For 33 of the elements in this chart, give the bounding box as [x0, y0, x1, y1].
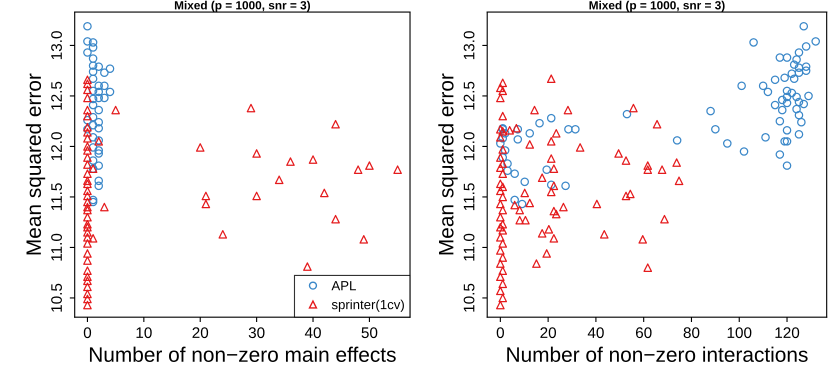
x-tick-label: 0: [496, 327, 504, 338]
y-tick-label: 10.5: [464, 284, 474, 312]
y-tick-label: 12.5: [464, 82, 474, 110]
y-axis-title: Mean squared error: [438, 73, 458, 254]
x-tick-label: 60: [636, 327, 652, 338]
x-tick-label: 80: [684, 327, 700, 338]
x-tick-label: 100: [728, 327, 752, 338]
x-tick-label: 0: [84, 327, 92, 338]
chart-title: Mixed (p = 1000, snr = 3): [590, 0, 725, 12]
y-tick-label: 10.5: [51, 284, 62, 312]
y-tick-label: 12.0: [51, 132, 62, 160]
x-tick-label: 10: [136, 327, 152, 338]
y-tick-label: 11.0: [51, 234, 62, 261]
chart-title: Mixed (p = 1000, snr = 3): [174, 0, 310, 12]
y-tick-label: 11.5: [464, 183, 474, 210]
x-tick-label: 40: [304, 327, 321, 338]
x-axis-title: Number of non−zero main effects: [90, 346, 396, 362]
legend-label: APL: [331, 281, 356, 290]
y-tick-label: 13.0: [464, 31, 474, 60]
x-tick-label: 120: [775, 327, 800, 338]
x-tick-label: 20: [540, 327, 556, 338]
x-axis-title: Number of non−zero interactions: [507, 346, 808, 362]
x-tick-label: 20: [192, 327, 208, 338]
legend-label: sprinter(1cv): [332, 300, 404, 312]
y-tick-label: 11.5: [51, 183, 62, 210]
x-tick-label: 30: [248, 327, 265, 338]
y-tick-label: 13.0: [51, 31, 62, 60]
y-tick-label: 12.5: [51, 82, 62, 110]
x-tick-label: 50: [362, 327, 378, 338]
y-axis-title: Mean squared error: [26, 73, 46, 254]
y-tick-label: 12.0: [464, 132, 474, 160]
x-tick-label: 40: [588, 327, 604, 338]
y-tick-label: 11.0: [464, 234, 474, 261]
